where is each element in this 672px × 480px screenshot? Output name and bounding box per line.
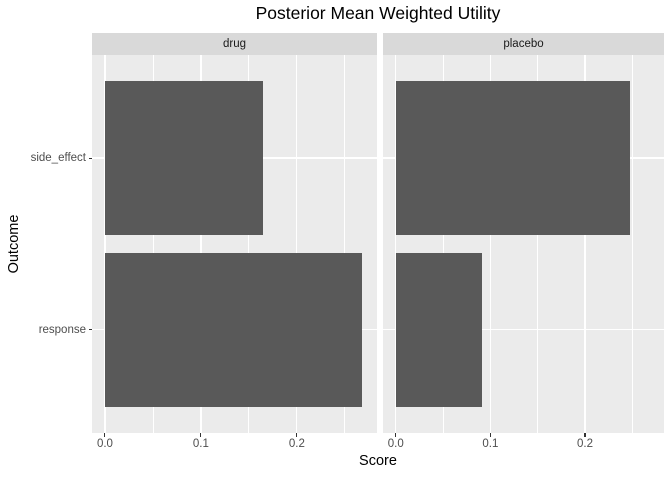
x-tick-mark bbox=[395, 433, 397, 437]
bar-drug-response bbox=[104, 252, 363, 408]
major-gridline bbox=[584, 55, 586, 433]
x-tick-label: 0.0 bbox=[96, 438, 113, 450]
minor-gridline bbox=[248, 55, 250, 433]
bar-placebo-response bbox=[395, 252, 482, 408]
minor-gridline bbox=[537, 55, 539, 433]
x-tick-label: 0.1 bbox=[482, 438, 499, 450]
chart-title: Posterior Mean Weighted Utility bbox=[255, 3, 501, 23]
minor-gridline bbox=[152, 55, 154, 433]
bar-drug-side_effect bbox=[104, 80, 264, 236]
x-tick-mark bbox=[104, 433, 106, 437]
major-gridline bbox=[296, 55, 298, 433]
y-tick-label-response: response bbox=[38, 323, 86, 336]
y-tick-mark bbox=[88, 329, 92, 331]
minor-gridline bbox=[631, 55, 633, 433]
major-gridline bbox=[200, 55, 202, 433]
bar-placebo-side_effect bbox=[395, 80, 631, 236]
major-gridline bbox=[383, 329, 664, 331]
x-tick-mark bbox=[296, 433, 298, 437]
x-tick-mark bbox=[200, 433, 202, 437]
x-tick-mark bbox=[584, 433, 586, 437]
facet-strip-placebo: placebo bbox=[383, 33, 664, 55]
x-tick-label: 0.0 bbox=[387, 438, 404, 450]
y-tick-mark bbox=[88, 157, 92, 159]
y-tick-label-side_effect: side_effect bbox=[30, 152, 86, 165]
minor-gridline bbox=[442, 55, 444, 433]
y-axis-title: Outcome bbox=[6, 214, 22, 274]
x-tick-label: 0.2 bbox=[576, 438, 593, 450]
major-gridline bbox=[395, 55, 397, 433]
facet-strip-drug: drug bbox=[92, 33, 377, 55]
x-tick-label: 0.1 bbox=[192, 438, 209, 450]
x-axis-title: Score bbox=[359, 453, 397, 469]
major-gridline bbox=[489, 55, 491, 433]
x-tick-mark bbox=[489, 433, 491, 437]
major-gridline bbox=[104, 55, 106, 433]
x-tick-label: 0.2 bbox=[288, 438, 305, 450]
minor-gridline bbox=[344, 55, 346, 433]
